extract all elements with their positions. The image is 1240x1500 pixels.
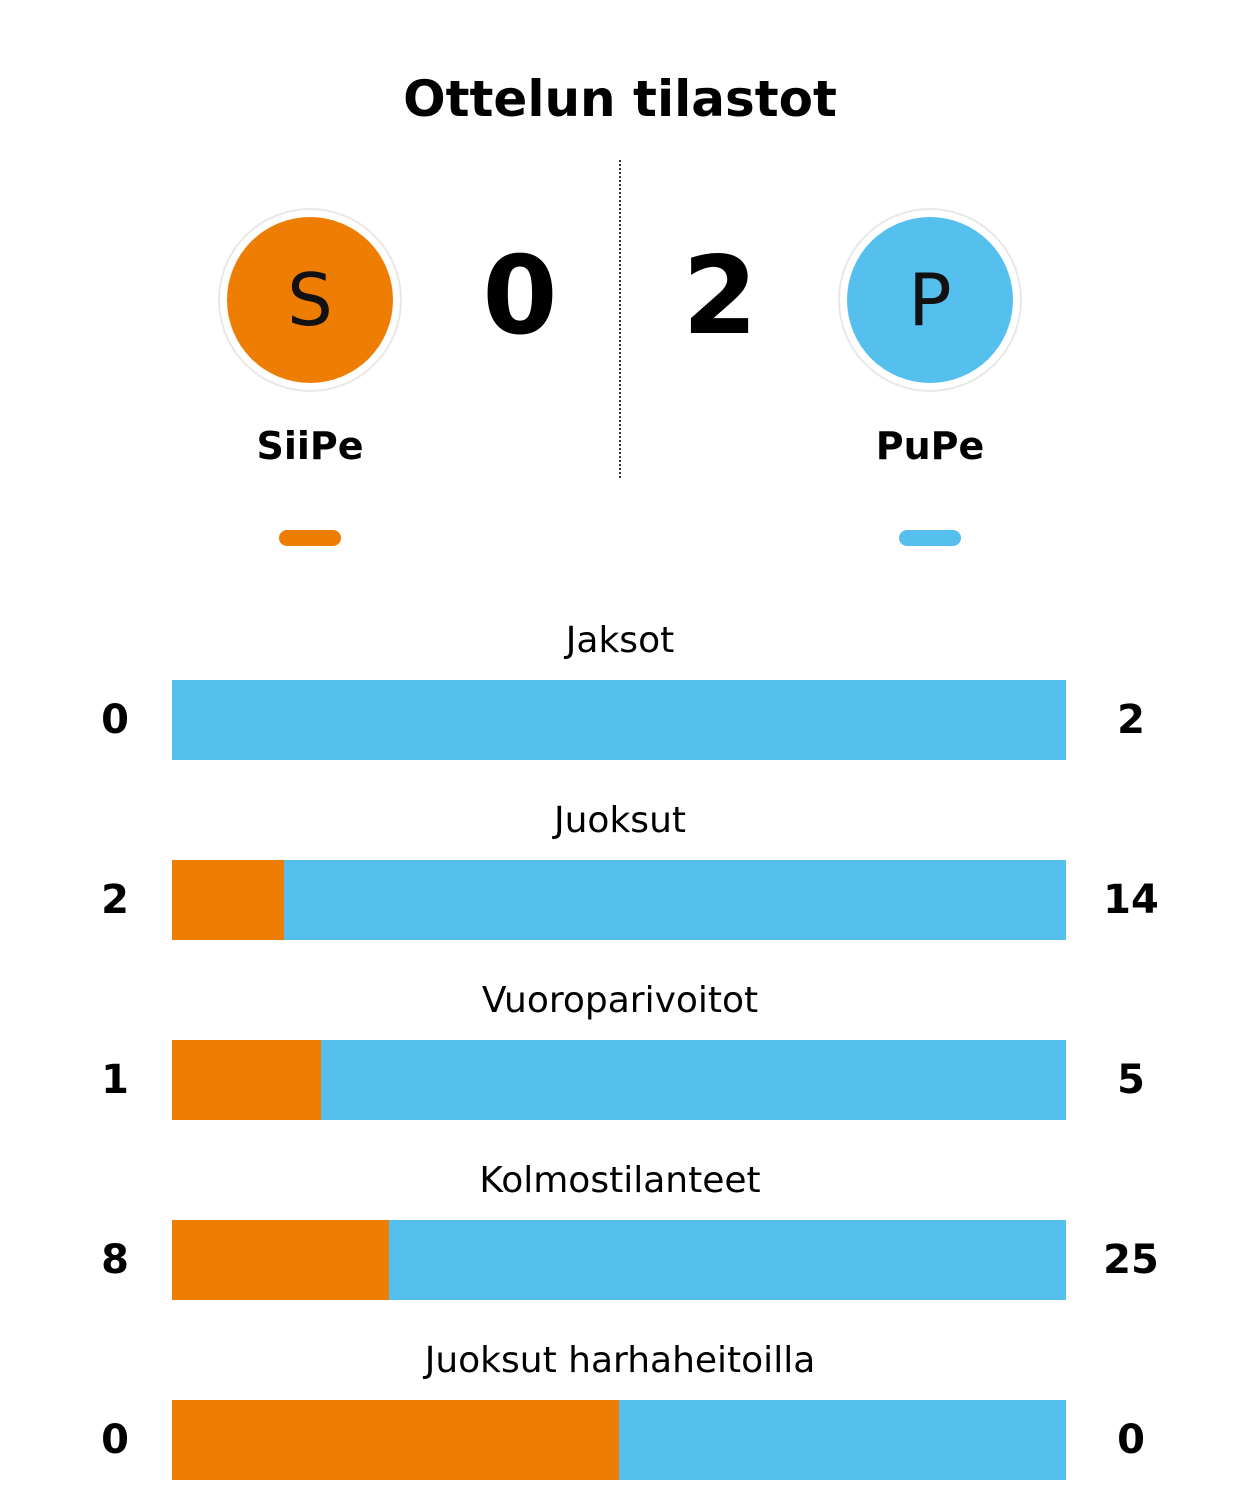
stat-value-home: 8 — [101, 1237, 129, 1283]
stat-bar — [172, 1400, 1066, 1480]
away-team-name: PuPe — [875, 424, 985, 468]
bar-segment-away — [388, 1220, 1066, 1300]
stat-label: Vuoroparivoitot — [481, 980, 759, 1021]
bar-segment-home — [172, 1220, 389, 1300]
stat-value-away: 25 — [1103, 1237, 1159, 1283]
bar-segment-away — [172, 680, 1066, 760]
page-title: Ottelun tilastot — [403, 70, 837, 128]
home-logo-letter: S — [227, 217, 393, 383]
stat-label: Juoksut harhaheitoilla — [424, 1340, 816, 1381]
away-logo-letter: P — [847, 217, 1013, 383]
stat-bar — [172, 860, 1066, 940]
stat-value-away: 14 — [1103, 877, 1159, 923]
away-color-pill — [899, 530, 961, 546]
away-score: 2 — [682, 234, 758, 359]
stat-value-home: 1 — [101, 1057, 129, 1103]
bar-segment-away — [320, 1040, 1066, 1120]
stat-value-away: 0 — [1117, 1417, 1145, 1463]
bar-segment-home — [172, 860, 284, 940]
stat-label: Juoksut — [554, 800, 686, 841]
stat-bar — [172, 1220, 1066, 1300]
bar-segment-home — [172, 1400, 619, 1480]
home-score: 0 — [482, 234, 558, 359]
stat-label: Kolmostilanteet — [479, 1160, 761, 1201]
stat-value-home: 0 — [101, 1417, 129, 1463]
bar-segment-home — [172, 1040, 321, 1120]
bar-segment-away — [283, 860, 1066, 940]
stat-label: Jaksot — [565, 620, 675, 661]
stat-value-away: 5 — [1117, 1057, 1145, 1103]
stat-bar — [172, 1040, 1066, 1120]
stat-value-home: 0 — [101, 697, 129, 743]
stat-value-home: 2 — [101, 877, 129, 923]
home-team-name: SiiPe — [256, 424, 364, 468]
bar-segment-away — [619, 1400, 1066, 1480]
away-team-logo: P — [838, 208, 1022, 392]
center-divider — [619, 160, 621, 478]
home-color-pill — [279, 530, 341, 546]
home-team-logo: S — [218, 208, 402, 392]
stat-bar — [172, 680, 1066, 760]
stat-value-away: 2 — [1117, 697, 1145, 743]
